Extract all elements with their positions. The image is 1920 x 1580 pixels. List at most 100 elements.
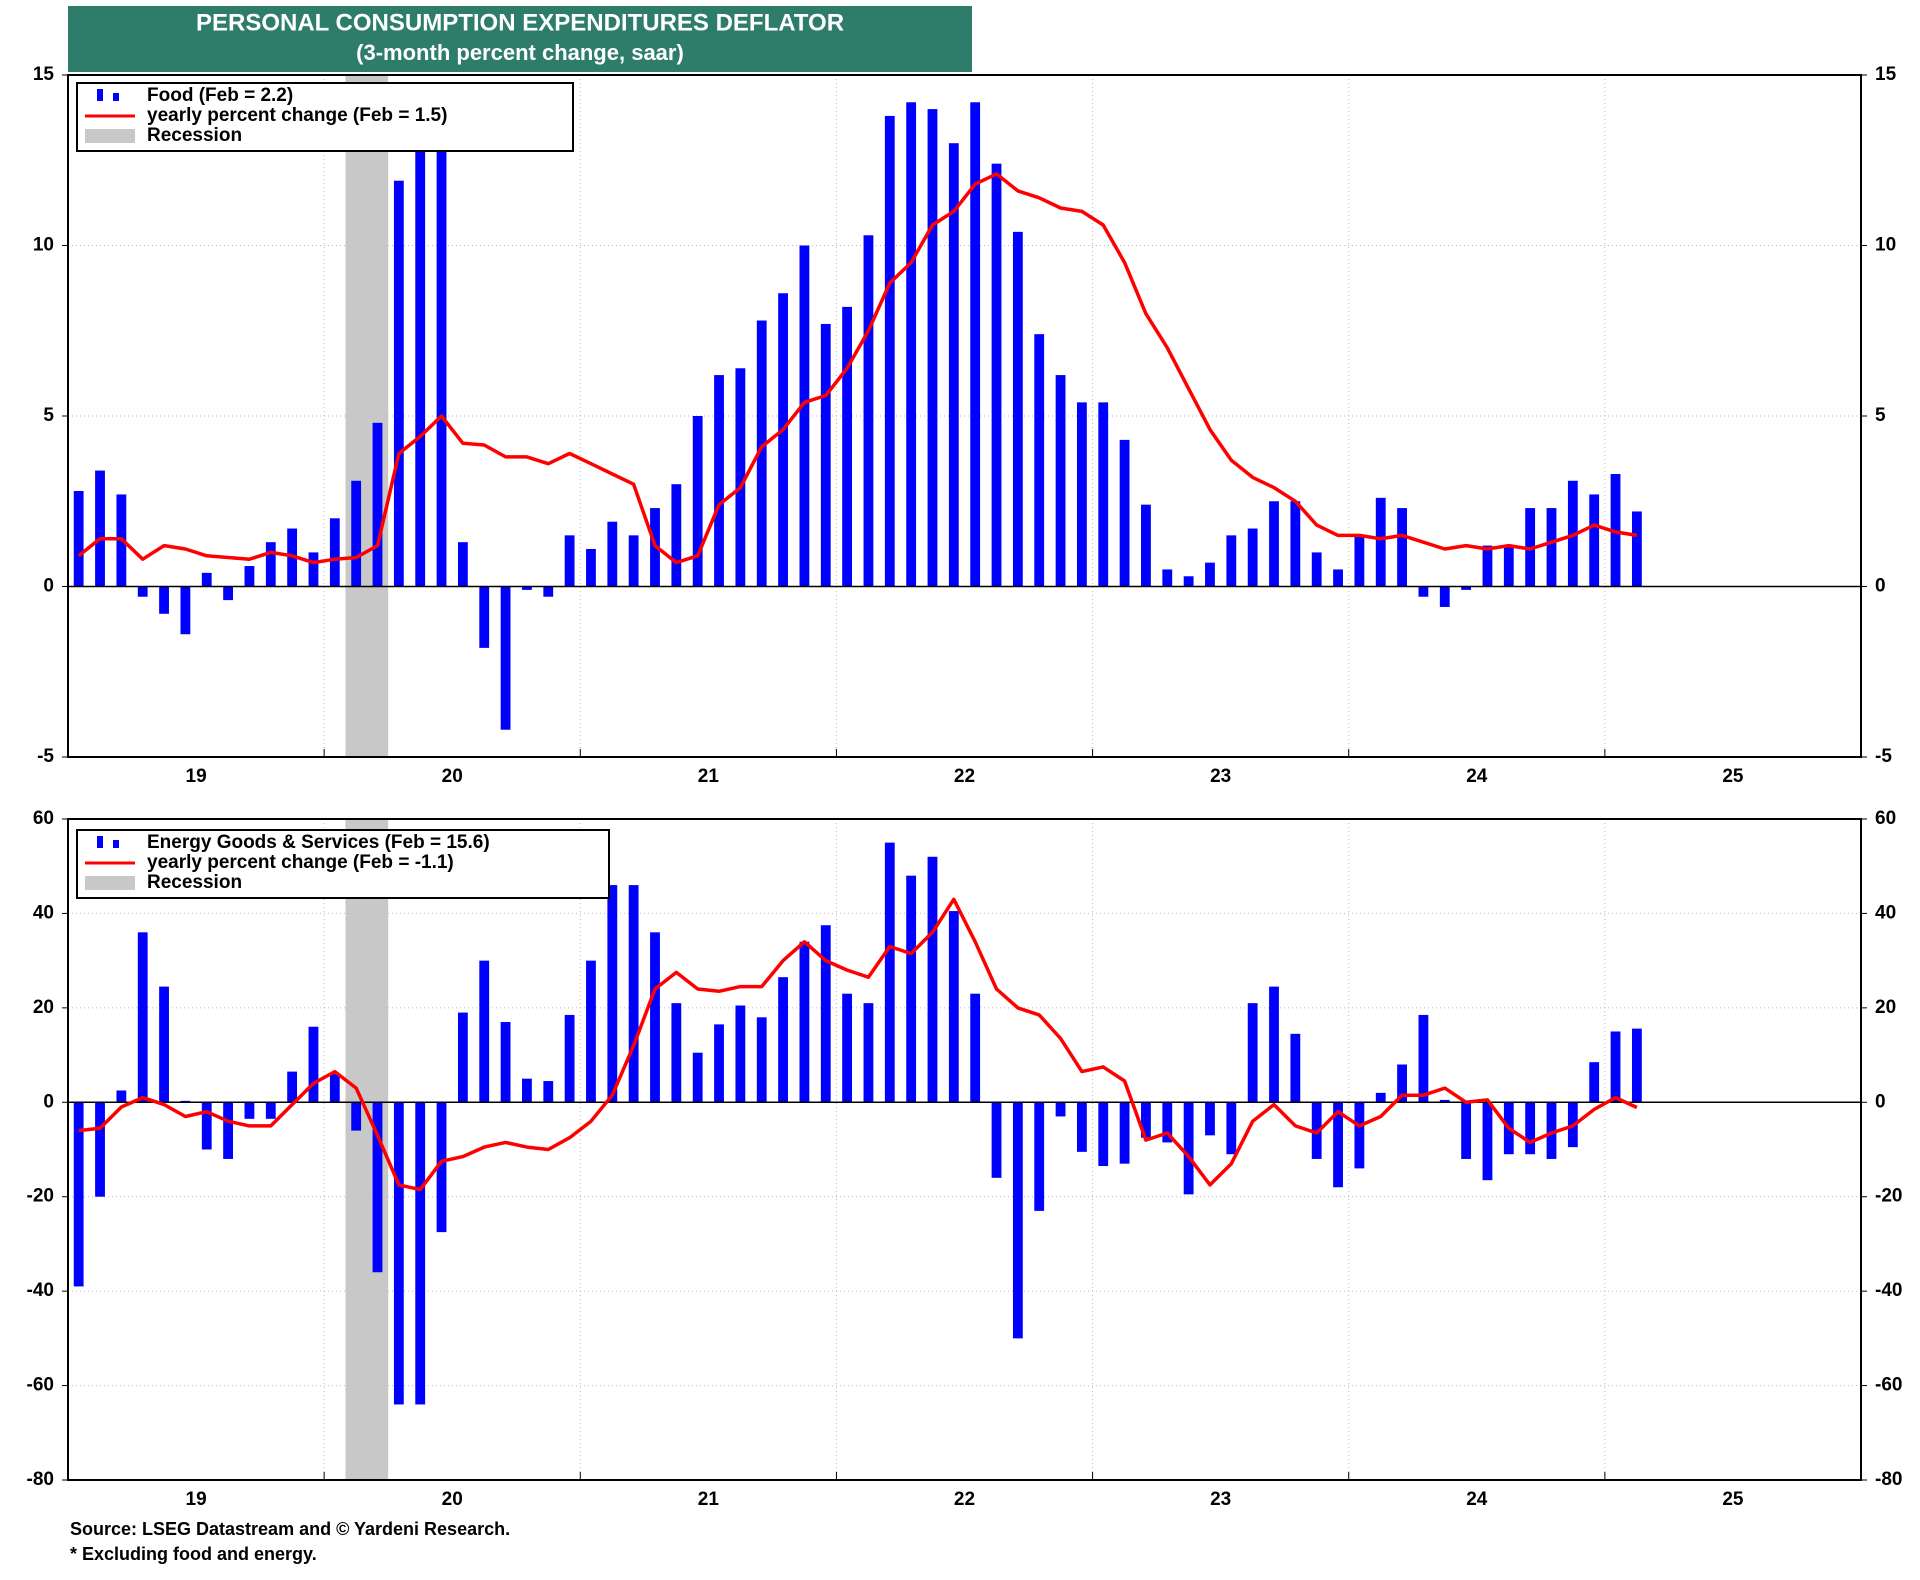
- legend-box: [76, 82, 574, 152]
- bar: [308, 1026, 319, 1103]
- bar: [436, 1102, 447, 1233]
- y2-tick-label: 0: [1875, 1091, 1886, 1112]
- legend-box: [76, 829, 610, 899]
- bar: [692, 1052, 703, 1103]
- y2-tick-label: -20: [1875, 1186, 1902, 1207]
- bar: [863, 1003, 874, 1103]
- bar: [73, 1102, 84, 1287]
- bar: [756, 320, 767, 587]
- bar: [1183, 1102, 1194, 1195]
- bar: [500, 1022, 511, 1103]
- bar: [884, 115, 895, 587]
- y-tick-label: 5: [43, 405, 54, 426]
- bar: [201, 572, 212, 587]
- bar: [1098, 402, 1109, 587]
- title-box: [68, 6, 972, 72]
- y-tick-label: 0: [43, 576, 54, 597]
- y-tick-label: 15: [33, 64, 55, 85]
- x-tick-label: 23: [1210, 766, 1231, 787]
- bar: [1461, 1102, 1472, 1159]
- bar: [1589, 1062, 1600, 1103]
- legend-swatch: [97, 836, 103, 848]
- line: [78, 897, 1638, 1192]
- chart-subtitle: (3-month percent change, saar): [356, 40, 684, 65]
- bar: [1439, 1099, 1450, 1103]
- bar: [265, 1102, 276, 1119]
- x-tick-label: 24: [1466, 1489, 1488, 1510]
- bar: [351, 480, 362, 587]
- x-tick-label: 25: [1722, 1489, 1744, 1510]
- bar: [1311, 552, 1322, 587]
- bar: [927, 856, 938, 1103]
- bar: [1482, 545, 1493, 587]
- bar: [1333, 1102, 1343, 1188]
- bar: [1034, 1102, 1045, 1211]
- y-tick-label: 0: [43, 1091, 54, 1112]
- bar: [863, 235, 874, 587]
- bar: [244, 1102, 255, 1119]
- y-tick-label: -5: [37, 746, 54, 767]
- bar: [927, 109, 938, 587]
- bar: [1247, 1003, 1258, 1103]
- y-tick-label: 40: [33, 902, 54, 923]
- bar: [906, 875, 917, 1103]
- line: [77, 172, 1638, 565]
- bar: [1610, 1031, 1621, 1103]
- x-tick-label: 19: [186, 1489, 207, 1510]
- bar: [73, 491, 84, 587]
- bar: [799, 941, 810, 1103]
- bar: [1162, 1102, 1173, 1143]
- chart-title: PERSONAL CONSUMPTION EXPENDITURES DEFLAT…: [196, 9, 844, 36]
- bar: [1461, 586, 1472, 590]
- bar: [159, 986, 169, 1103]
- legend-swatch: [113, 93, 119, 101]
- y2-tick-label: 15: [1875, 64, 1897, 85]
- y2-tick-label: 10: [1875, 235, 1896, 256]
- x-tick-label: 20: [442, 1489, 463, 1510]
- legend-label: yearly percent change (Feb = 1.5): [147, 105, 447, 126]
- bar: [457, 1012, 468, 1103]
- bar: [372, 422, 383, 587]
- bar: [1482, 1102, 1493, 1181]
- bar: [1397, 508, 1407, 587]
- bar: [650, 932, 660, 1103]
- bar: [1141, 1102, 1151, 1138]
- bar: [586, 960, 596, 1103]
- y2-tick-label: 40: [1875, 902, 1896, 923]
- x-tick-label: 20: [442, 766, 463, 787]
- bar: [564, 1014, 575, 1103]
- recession-band: [345, 75, 389, 757]
- bar: [223, 586, 233, 601]
- bar: [692, 416, 703, 587]
- bar: [436, 143, 447, 587]
- bar: [586, 548, 596, 587]
- bar: [1141, 504, 1151, 587]
- legend-label: Recession: [147, 125, 242, 146]
- bar: [1525, 1102, 1536, 1155]
- y-tick-label: -40: [27, 1280, 54, 1301]
- y2-tick-label: 20: [1875, 997, 1896, 1018]
- bar: [1226, 535, 1237, 587]
- bar: [1439, 586, 1450, 607]
- bar: [393, 180, 404, 587]
- bar: [1354, 1102, 1365, 1169]
- bar: [735, 368, 746, 587]
- bar: [948, 143, 959, 587]
- legend-label: Energy Goods & Services (Feb = 15.6): [147, 832, 490, 853]
- bar: [756, 1017, 767, 1103]
- bar: [457, 542, 468, 587]
- y2-tick-label: 60: [1875, 808, 1896, 829]
- bar: [1375, 497, 1386, 587]
- bar: [1076, 402, 1087, 587]
- y2-tick-label: -80: [1875, 1469, 1902, 1490]
- bar: [607, 521, 618, 587]
- bar: [1119, 439, 1130, 587]
- bar: [799, 245, 810, 587]
- bar: [991, 1102, 1002, 1178]
- bar: [351, 1102, 362, 1131]
- x-tick-label: 21: [698, 766, 720, 787]
- legend-label: Food (Feb = 2.2): [147, 85, 293, 106]
- y2-tick-label: 5: [1875, 405, 1886, 426]
- bar: [1076, 1102, 1087, 1152]
- bar: [1418, 586, 1429, 597]
